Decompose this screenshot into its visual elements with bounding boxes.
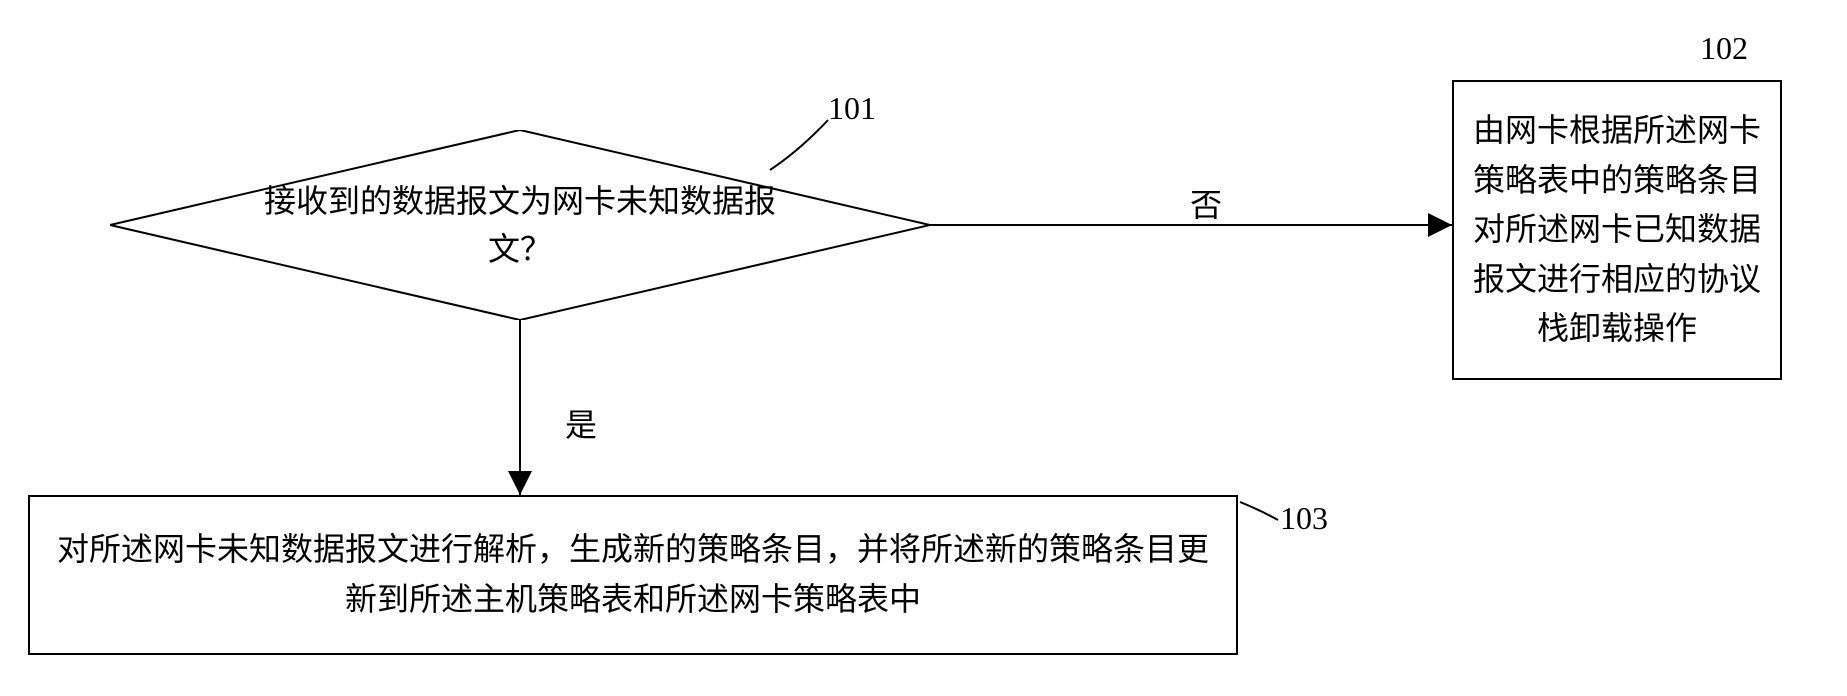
decision-text: 接收到的数据报文为网卡未知数据报文？: [110, 130, 930, 320]
node-id-102: 102: [1700, 30, 1748, 67]
process-yes-node: 对所述网卡未知数据报文进行解析，生成新的策略条目，并将所述新的策略条目更新到所述…: [28, 495, 1238, 655]
decision-node: 接收到的数据报文为网卡未知数据报文？: [110, 130, 930, 320]
edge-label-yes: 是: [565, 400, 597, 446]
node-id-103: 103: [1280, 500, 1328, 537]
node-id-101: 101: [828, 90, 876, 127]
edge-label-no: 否: [1190, 180, 1222, 226]
process-yes-text: 对所述网卡未知数据报文进行解析，生成新的策略条目，并将所述新的策略条目更新到所述…: [30, 517, 1236, 632]
process-no-text: 由网卡根据所述网卡策略表中的策略条目对所述网卡已知数据报文进行相应的协议栈卸载操…: [1454, 98, 1780, 362]
callout-103: [1240, 502, 1278, 520]
decision-label: 接收到的数据报文为网卡未知数据报文？: [250, 177, 790, 273]
process-no-node: 由网卡根据所述网卡策略表中的策略条目对所述网卡已知数据报文进行相应的协议栈卸载操…: [1452, 80, 1782, 380]
